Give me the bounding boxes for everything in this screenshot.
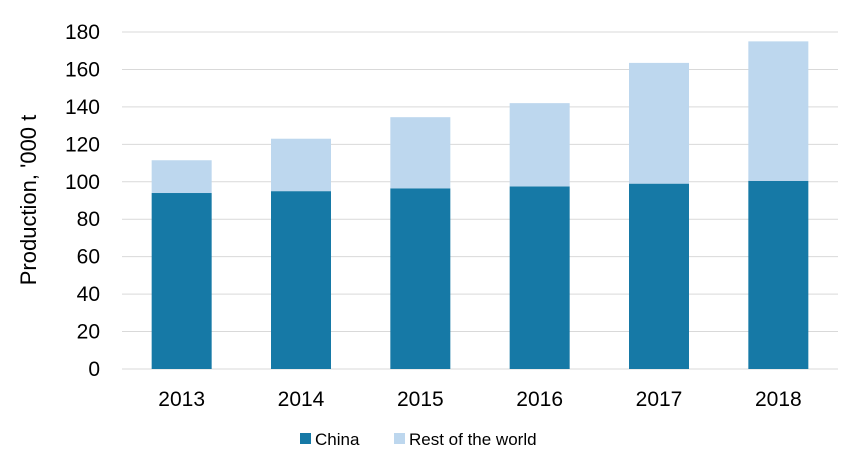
x-tick-label: 2016 <box>516 388 563 411</box>
y-tick-label: 20 <box>77 321 100 344</box>
bar-rest-of-world-2018 <box>748 41 809 181</box>
y-tick-label: 40 <box>77 283 100 306</box>
legend-label: China <box>315 430 360 449</box>
bar-rest-of-world-2015 <box>390 117 451 189</box>
bar-rest-of-world-2016 <box>509 103 570 187</box>
legend-label: Rest of the world <box>409 430 537 449</box>
legend-swatch <box>300 433 311 444</box>
bar-china-2018 <box>748 180 809 369</box>
y-tick-label: 140 <box>65 96 100 119</box>
y-axis-ticks: 0 20 40 60 80 100 120 140 160 180 <box>65 21 100 381</box>
y-tick-label: 120 <box>65 133 100 156</box>
y-tick-label: 0 <box>88 358 100 381</box>
legend: China Rest of the world <box>300 430 537 449</box>
x-tick-label: 2018 <box>755 388 802 411</box>
bar-rest-of-world-2017 <box>629 62 689 184</box>
legend-swatch <box>394 433 405 444</box>
bars <box>151 41 809 369</box>
bar-china-2013 <box>151 193 212 369</box>
bar-china-2017 <box>629 183 689 369</box>
x-tick-label: 2013 <box>158 388 205 411</box>
bar-rest-of-world-2013 <box>151 160 212 194</box>
y-tick-label: 100 <box>65 171 100 194</box>
x-tick-label: 2014 <box>278 388 325 411</box>
bar-china-2016 <box>509 186 570 369</box>
bar-china-2015 <box>390 188 451 369</box>
bar-rest-of-world-2014 <box>271 138 331 192</box>
gridlines <box>122 31 838 370</box>
y-tick-label: 160 <box>65 58 100 81</box>
y-axis-title: Production, '000 t <box>16 115 41 286</box>
x-tick-label: 2015 <box>397 388 444 411</box>
x-tick-label: 2017 <box>636 388 683 411</box>
y-tick-label: 80 <box>77 208 100 231</box>
bar-china-2014 <box>271 191 331 369</box>
y-tick-label: 60 <box>77 246 100 269</box>
y-tick-label: 180 <box>65 21 100 44</box>
x-axis-ticks: 2013 2014 2015 2016 2017 2018 <box>158 388 801 411</box>
